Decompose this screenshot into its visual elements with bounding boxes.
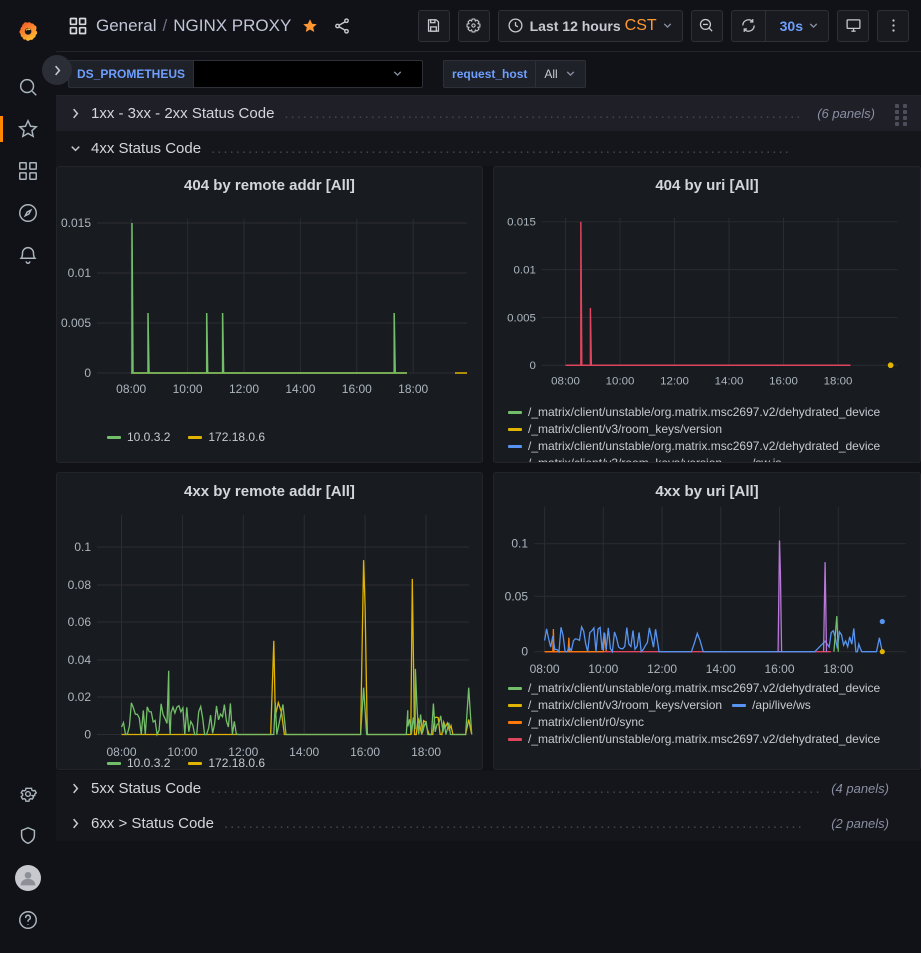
svg-text:0: 0 (84, 366, 91, 380)
svg-text:18:00: 18:00 (823, 662, 853, 676)
svg-text:16:00: 16:00 (764, 662, 794, 676)
svg-text:0.005: 0.005 (61, 316, 91, 330)
svg-text:0.04: 0.04 (68, 653, 92, 667)
svg-text:0: 0 (84, 728, 91, 742)
svg-text:08:00: 08:00 (530, 662, 560, 676)
svg-text:0.08: 0.08 (68, 578, 92, 592)
svg-text:16:00: 16:00 (350, 745, 380, 759)
svg-text:10:00: 10:00 (588, 662, 618, 676)
svg-text:14:00: 14:00 (289, 745, 319, 759)
svg-text:0.01: 0.01 (514, 264, 536, 276)
svg-text:0.015: 0.015 (507, 217, 536, 229)
svg-text:0: 0 (521, 645, 528, 659)
svg-text:16:00: 16:00 (342, 382, 372, 396)
svg-text:0.05: 0.05 (505, 589, 529, 603)
svg-text:12:00: 12:00 (660, 375, 689, 387)
svg-text:0.01: 0.01 (68, 266, 92, 280)
svg-text:08:00: 08:00 (551, 375, 580, 387)
svg-text:16:00: 16:00 (769, 375, 798, 387)
svg-text:14:00: 14:00 (715, 375, 744, 387)
svg-text:0.1: 0.1 (74, 540, 91, 554)
svg-text:12:00: 12:00 (647, 662, 677, 676)
svg-text:18:00: 18:00 (398, 382, 428, 396)
svg-text:10:00: 10:00 (173, 382, 203, 396)
svg-text:18:00: 18:00 (411, 745, 441, 759)
svg-text:10:00: 10:00 (606, 375, 635, 387)
svg-text:0.06: 0.06 (68, 615, 92, 629)
svg-text:14:00: 14:00 (706, 662, 736, 676)
svg-text:08:00: 08:00 (116, 382, 146, 396)
svg-text:0.02: 0.02 (68, 690, 92, 704)
svg-text:0.1: 0.1 (511, 537, 528, 551)
svg-text:14:00: 14:00 (285, 382, 315, 396)
svg-text:0.015: 0.015 (61, 216, 91, 230)
svg-text:0: 0 (530, 360, 536, 372)
svg-text:0.005: 0.005 (507, 312, 536, 324)
svg-text:18:00: 18:00 (824, 375, 853, 387)
svg-text:12:00: 12:00 (229, 382, 259, 396)
